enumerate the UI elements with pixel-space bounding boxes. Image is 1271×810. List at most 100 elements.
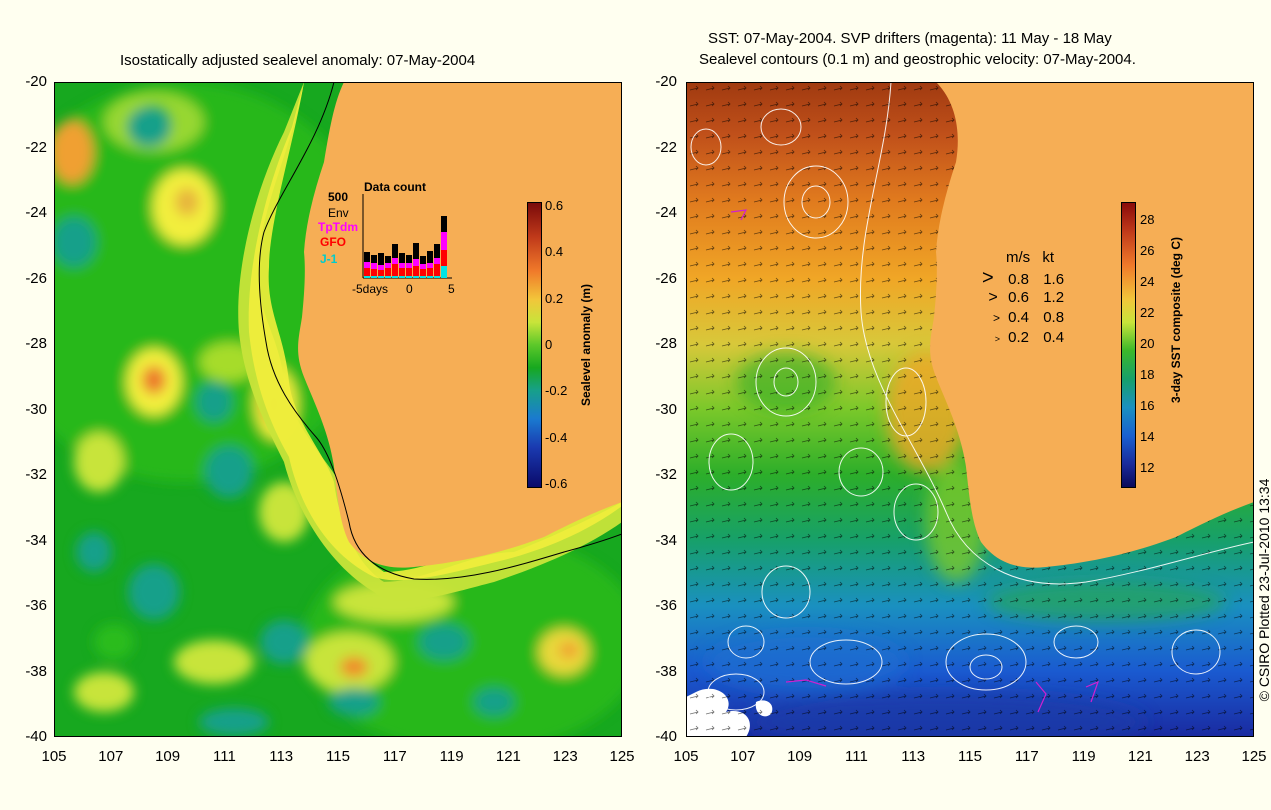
left-y-tick: -28 [25,335,47,352]
left-colorbar-tick: -0.4 [545,429,568,445]
inset-bar-gfo [406,268,412,276]
left-x-tick: 115 [326,748,350,765]
right-colorbar-tick: 14 [1140,429,1155,444]
inset-bar-gfo [441,250,447,266]
left-x-tick: 121 [495,748,521,765]
sealevel-anomaly-field [54,82,622,737]
inset-bar-env [378,253,384,265]
right-sst-map [686,82,1254,737]
right-y-tick: -20 [655,73,677,90]
right-x-tick: 117 [1014,748,1039,765]
sealevel-contours [690,82,1254,711]
left-x-tick: 113 [269,748,294,765]
inset-bar-chart [362,194,452,279]
inset-bar-gfo [434,264,440,276]
inset-bar-env [420,256,426,264]
right-panel-title-line2: Sealevel contours (0.1 m) and geostrophi… [699,51,1136,68]
right-colorbar-tick: 16 [1140,398,1155,413]
inset-bar-tptdm [399,263,405,268]
inset-bar-env [399,253,405,263]
inset-bar-gfo [427,268,433,276]
left-y-tick: -22 [25,138,47,156]
inset-bar-tptdm [427,263,433,268]
inset-series-env: Env [328,206,349,220]
inset-bar-tptdm [378,265,384,270]
inset-bar-tptdm [434,258,440,264]
right-colorbar-tick: 20 [1140,336,1155,351]
legend-kt-value: 1.6 [1043,271,1065,288]
right-panel-title-line1: SST: 07-May-2004. SVP drifters (magenta)… [708,30,1112,47]
right-x-tick: 121 [1127,748,1153,765]
left-x-tick: 125 [609,748,635,765]
inset-bar-j1 [434,276,440,278]
right-y-tick: -38 [655,662,677,680]
australia-landmass [930,82,1254,568]
inset-bar-env [364,252,370,262]
left-colorbar-tick: -0.6 [545,476,568,491]
inset-bar-tptdm [406,263,412,268]
inset-xlabel-start: -5days [352,282,389,296]
velocity-arrow-icon: > [988,289,998,306]
inset-xlabel-end: 5 [448,282,455,296]
left-x-tick: 105 [41,748,67,765]
right-x-tick: 109 [787,748,813,765]
inset-bar-tptdm [441,232,447,250]
right-colorbar-tick: 22 [1140,305,1155,320]
left-y-tick: -34 [25,531,47,549]
inset-bar-tptdm [364,262,370,268]
inset-bar-gfo [413,266,419,276]
right-x-tick: 111 [844,748,868,765]
inset-series-tptdm: TpTdm [318,220,358,234]
inset-bar-env [371,255,377,263]
legend-row: > 0.6 1.2 [982,288,1092,308]
inset-bar-j1 [441,266,447,278]
legend-row: > 0.4 0.8 [982,308,1092,328]
left-panel-title: Isostatically adjusted sealevel anomaly:… [120,52,476,69]
right-x-tick: 125 [1241,748,1267,765]
inset-bar-env [434,244,440,258]
inset-bar-tptdm [371,263,377,269]
inset-max-label: 500 [328,190,349,204]
left-x-tick: 119 [439,748,464,765]
inset-bar-gfo [399,268,405,276]
left-y-tick: -36 [25,597,47,614]
legend-ms-value: 0.2 [1008,329,1030,346]
right-y-tick: -34 [655,531,677,549]
left-y-tick: -24 [25,204,47,221]
inset-series-j1: J-1 [320,252,338,266]
right-y-tick: -36 [655,597,677,614]
inset-bar-env [427,251,433,263]
legend-row: > 0.2 0.4 [982,328,1092,348]
left-colorbar-label: Sealevel anomaly (m) [579,283,593,407]
inset-bar-gfo [420,269,426,276]
left-colorbar-tick: 0.6 [545,198,564,213]
velocity-arrow-icon: > [982,267,994,289]
credit-text: © CSIRO Plotted 23-Jul-2010 13:34 [1256,478,1271,702]
left-y-tick: -32 [25,466,47,483]
inset-bar-j1 [406,276,412,278]
right-x-tick: 107 [730,748,756,765]
left-colorbar-tick: 0.4 [545,244,564,260]
inset-bar-j1 [378,276,384,278]
inset-bar-j1 [364,276,370,278]
inset-bar-env [413,243,419,259]
legend-kt-value: 0.8 [1043,309,1065,326]
legend-kt-value: 0.4 [1043,329,1065,346]
left-x-tick: 107 [98,748,124,765]
right-y-tick: -40 [655,728,677,745]
left-x-tick: 111 [212,748,236,765]
inset-bar-gfo [385,268,391,276]
right-x-tick: 115 [958,748,982,765]
right-colorbar-tick: 26 [1140,243,1155,258]
right-y-tick: -26 [655,269,677,287]
inset-bar-env [406,255,412,263]
right-x-tick: 119 [1071,748,1096,765]
inset-bar-j1 [413,276,419,278]
right-colorbar [1121,202,1136,488]
inset-bar-j1 [371,276,377,278]
right-y-tick: -24 [655,204,677,221]
right-y-tick: -32 [655,466,677,483]
left-x-tick: 123 [552,748,578,765]
legend-header-ms: m/s [1006,249,1031,266]
legend-ms-value: 0.6 [1008,289,1030,306]
